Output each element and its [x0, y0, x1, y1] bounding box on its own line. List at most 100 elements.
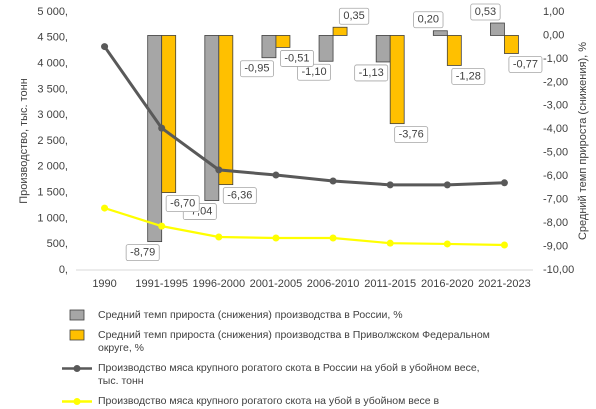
line — [103, 45, 505, 187]
bar — [389, 35, 405, 125]
data-label: 0,53 — [470, 3, 501, 21]
line-marker — [158, 124, 166, 132]
data-label: -1,13 — [354, 64, 389, 82]
bar — [504, 35, 519, 54]
bar — [432, 30, 448, 36]
x-tick-label: 1996-2000 — [193, 278, 246, 290]
x-tick-label: 1991-1995 — [135, 278, 188, 290]
bar — [446, 35, 462, 66]
data-label: 0,20 — [413, 11, 444, 29]
bar — [375, 35, 391, 63]
data-label-box — [239, 60, 274, 78]
line-marker — [215, 233, 223, 241]
x-tick-label: 2011-2015 — [364, 278, 416, 290]
data-label-box — [508, 56, 543, 73]
bar — [161, 35, 177, 194]
y-tick-label: 3 000, — [37, 109, 68, 121]
line-marker — [443, 240, 451, 248]
data-label-text: 0,20 — [418, 14, 439, 26]
line-marker — [101, 43, 109, 51]
y2-tick-label: -6,00 — [543, 170, 568, 182]
bar — [147, 35, 163, 243]
line-marker — [272, 171, 280, 179]
data-label: -1,28 — [451, 68, 486, 85]
legend-swatch-bar — [69, 309, 85, 321]
legend: Средний темп прироста (снижения) произво… — [62, 309, 582, 409]
plot: Производство, тыс. тонн Средний темп при… — [18, 3, 589, 290]
line-marker — [443, 181, 451, 189]
y-tick-label: 1 000, — [37, 212, 68, 224]
y-tick-label: 5 000, — [37, 6, 68, 18]
legend-swatch-bar — [69, 329, 85, 341]
y-tick-label: 3 500, — [37, 83, 68, 95]
y-tick-label: 2 000, — [37, 161, 68, 173]
data-label-text: -3,76 — [399, 129, 424, 141]
legend-label: Производство мяса крупного рогатого скот… — [98, 395, 440, 409]
y-tick-label: 0, — [59, 264, 68, 276]
data-label: -3,76 — [394, 126, 429, 144]
y2-tick-label: -8,00 — [543, 217, 568, 229]
legend-swatch-marker — [73, 365, 81, 372]
data-label-text: -6,70 — [170, 198, 195, 210]
data-label-box — [470, 3, 501, 21]
legend-item: Производство мяса крупного рогатого скот… — [62, 362, 582, 388]
data-label-box — [413, 11, 444, 29]
line-marker — [158, 222, 166, 230]
legend-item: Средний темп прироста (снижения) произво… — [62, 329, 582, 355]
y2-tick-label: -9,00 — [543, 240, 568, 252]
legend-swatch — [62, 398, 92, 405]
y2-tick-label: -2,00 — [543, 76, 568, 88]
y2-axis-title: Средний темп прироста (снижения), % — [577, 42, 589, 240]
line-marker — [386, 239, 394, 247]
line-marker — [329, 177, 337, 185]
y2-tick-label: -5,00 — [543, 147, 568, 159]
data-label-text: 0,53 — [475, 6, 496, 18]
legend-label: Средний темп прироста (снижения) произво… — [98, 309, 403, 321]
y2-tick-label: 0,00 — [543, 29, 564, 41]
y-tick-label: 2 500, — [37, 135, 68, 147]
x-tick-label: 2006-2010 — [307, 278, 360, 290]
line-marker — [386, 181, 394, 189]
data-label: -6,70 — [165, 195, 200, 213]
y2-tick-label: -1,00 — [543, 53, 568, 65]
data-label-box — [451, 68, 486, 85]
data-label-box — [297, 63, 332, 81]
data-label: 0,35 — [338, 7, 370, 25]
y-axis-title: Производство, тыс. тонн — [18, 78, 30, 204]
data-label: -8,79 — [125, 244, 160, 262]
line — [104, 207, 505, 247]
data-label-text: -1,13 — [359, 67, 384, 79]
data-label-box — [165, 195, 200, 213]
y2-tick-label: -4,00 — [543, 123, 568, 135]
legend-item: Средний темп прироста (снижения) произво… — [62, 309, 582, 322]
bar — [261, 35, 277, 59]
line-marker — [500, 241, 508, 249]
data-label: -1,10 — [297, 63, 332, 81]
data-label: -0,51 — [279, 50, 314, 67]
data-label-text: -6,36 — [227, 190, 252, 202]
x-tick-label: 2001-2005 — [250, 278, 303, 290]
y-tick-label: 1 500, — [37, 187, 68, 199]
data-label-text: -0,77 — [513, 58, 538, 70]
y2-tick-label: -7,00 — [543, 194, 568, 206]
bar — [204, 35, 220, 201]
legend-swatch — [62, 365, 92, 372]
bar — [218, 35, 234, 186]
legend-swatch — [69, 329, 85, 341]
data-label-text: -0,95 — [244, 63, 269, 75]
data-label-text: 0,35 — [343, 10, 364, 22]
bar — [318, 35, 334, 62]
data-label-text: -1,10 — [302, 66, 327, 78]
bar — [490, 22, 505, 36]
data-label-box — [394, 126, 429, 144]
y2-tick-label: -10,00 — [543, 264, 574, 276]
bar — [332, 26, 348, 36]
data-label-box — [338, 7, 370, 25]
legend-label: Средний темп прироста (снижения) произво… — [98, 329, 490, 354]
data-label-box — [354, 64, 389, 82]
y2-tick-label: 1,00 — [543, 6, 564, 18]
data-label-text: -1,28 — [456, 70, 481, 82]
data-label-box — [125, 244, 160, 262]
data-label-text: -8,79 — [130, 247, 155, 259]
